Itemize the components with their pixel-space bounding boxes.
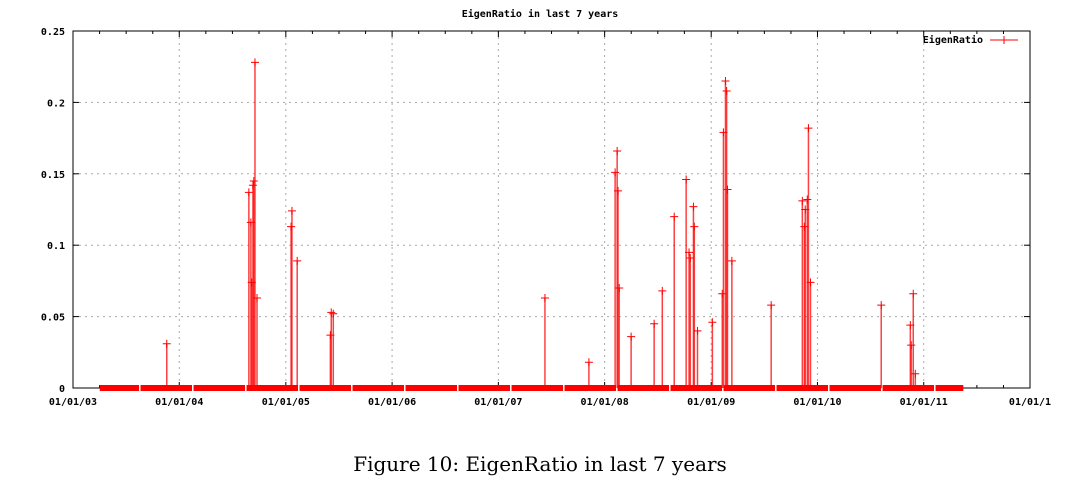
baseline-band <box>99 385 964 391</box>
plot-border <box>72 30 1031 389</box>
x-tick-label: 01/01/08 <box>581 397 629 408</box>
data-point-marker <box>249 176 258 185</box>
data-point-marker <box>162 339 171 348</box>
x-tick-label: 01/01/05 <box>262 397 310 408</box>
y-tick-label: 0.05 <box>41 313 65 324</box>
data-point-marker <box>682 175 691 184</box>
y-tick-label: 0 <box>59 384 65 395</box>
x-tick-label: 01/01/09 <box>687 397 735 408</box>
legend-marker <box>1000 36 1008 44</box>
legend-label: EigenRatio <box>923 34 983 46</box>
figure-caption: Figure 10: EigenRatio in last 7 years <box>353 452 727 476</box>
data-point-marker <box>721 76 730 85</box>
legend: EigenRatio <box>923 34 1018 46</box>
chart-title: EigenRatio in last 7 years <box>462 8 619 20</box>
data-point-marker <box>293 256 302 265</box>
data-point-marker <box>613 146 622 155</box>
data-point-marker <box>911 369 920 378</box>
x-tick-label: 01/01/03 <box>49 397 97 408</box>
data-point-marker <box>244 188 253 197</box>
data-point-marker <box>693 326 702 335</box>
data-point-marker <box>584 358 593 367</box>
data-point-marker <box>327 308 336 317</box>
y-tick-label: 0.15 <box>41 170 65 181</box>
x-tick-label: 01/01/11 <box>900 397 948 408</box>
data-point-marker <box>287 222 296 231</box>
data-point-marker <box>806 278 815 287</box>
data-point-marker <box>287 206 296 215</box>
data-point-marker <box>723 185 732 194</box>
data-point-marker <box>722 86 731 95</box>
data-point-marker <box>615 284 624 293</box>
data-point-marker <box>650 319 659 328</box>
data-point-marker <box>611 168 620 177</box>
data-point-marker <box>727 256 736 265</box>
data-point-marker <box>248 181 257 190</box>
x-tick-label: 01/01/07 <box>474 397 522 408</box>
y-tick-label: 0.2 <box>47 98 65 109</box>
data-point-marker <box>689 202 698 211</box>
data-point-marker <box>670 212 679 221</box>
data-point-marker <box>658 286 667 295</box>
y-tick-label: 0.25 <box>41 27 65 38</box>
data-point-marker <box>250 58 259 67</box>
x-tick-label: 01/01/10 <box>793 397 841 408</box>
data-point-marker <box>253 294 262 303</box>
x-tick-label: 01/01/04 <box>155 397 203 408</box>
x-tick-label: 01/01/1 <box>1009 397 1051 408</box>
data-point-marker <box>804 124 813 133</box>
x-tick-label: 01/01/06 <box>368 397 416 408</box>
series-eigenratio <box>99 58 964 391</box>
axes: 0 0.05 0.1 0.15 0.2 0.25 01/01/03 01/01/04 01/01… <box>41 27 1051 408</box>
data-point-marker <box>877 301 886 310</box>
data-point-marker <box>685 248 694 257</box>
data-point-marker <box>767 301 776 310</box>
data-point-marker <box>803 195 812 204</box>
data-point-marker <box>627 332 636 341</box>
data-point-marker <box>614 186 623 195</box>
data-point-marker <box>708 318 717 327</box>
data-point-marker <box>909 289 918 298</box>
data-point-marker <box>329 309 338 318</box>
y-tick-label: 0.1 <box>47 241 65 252</box>
data-point-marker <box>540 294 549 303</box>
data-point-marker <box>798 196 807 205</box>
data-point-marker <box>690 222 699 231</box>
grid <box>73 31 1030 388</box>
data-point-marker <box>907 341 916 350</box>
